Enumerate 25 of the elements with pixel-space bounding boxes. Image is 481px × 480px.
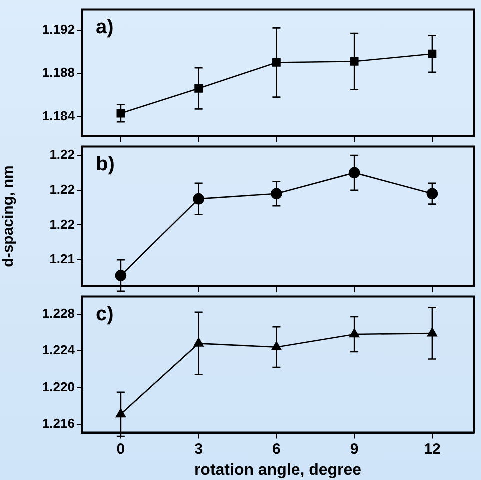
x-tick-label: 12 [424, 440, 441, 458]
annotation: c) [96, 303, 114, 326]
y-tick-label: 1.22 [50, 216, 75, 232]
point [348, 167, 360, 179]
y-axis-title: d-spacing, nm [0, 166, 18, 268]
y-tick-label: 1.21 [50, 252, 75, 267]
point [350, 57, 359, 66]
x-tick-label: 9 [350, 440, 359, 458]
y-tick-label: 1.184 [42, 108, 76, 124]
y-tick-label: 1.188 [42, 65, 75, 80]
y-tick-label: 1.22 [50, 182, 75, 197]
point [115, 270, 127, 282]
x-axis-title: rotation angle, degree [194, 462, 362, 479]
y-tick-label: 1.220 [42, 379, 75, 394]
y-tick-label: 1.216 [42, 416, 75, 432]
annotation: b) [96, 153, 115, 176]
y-tick-label: 1.22 [50, 147, 75, 162]
y-tick-label: 1.192 [42, 22, 75, 37]
x-tick-label: 0 [116, 440, 126, 458]
x-tick-label: 3 [194, 440, 203, 458]
point [426, 188, 438, 200]
y-tick-label: 1.228 [42, 306, 75, 321]
annotation: a) [96, 16, 114, 38]
x-tick-label: 6 [272, 440, 281, 458]
y-tick-label: 1.224 [42, 342, 76, 358]
